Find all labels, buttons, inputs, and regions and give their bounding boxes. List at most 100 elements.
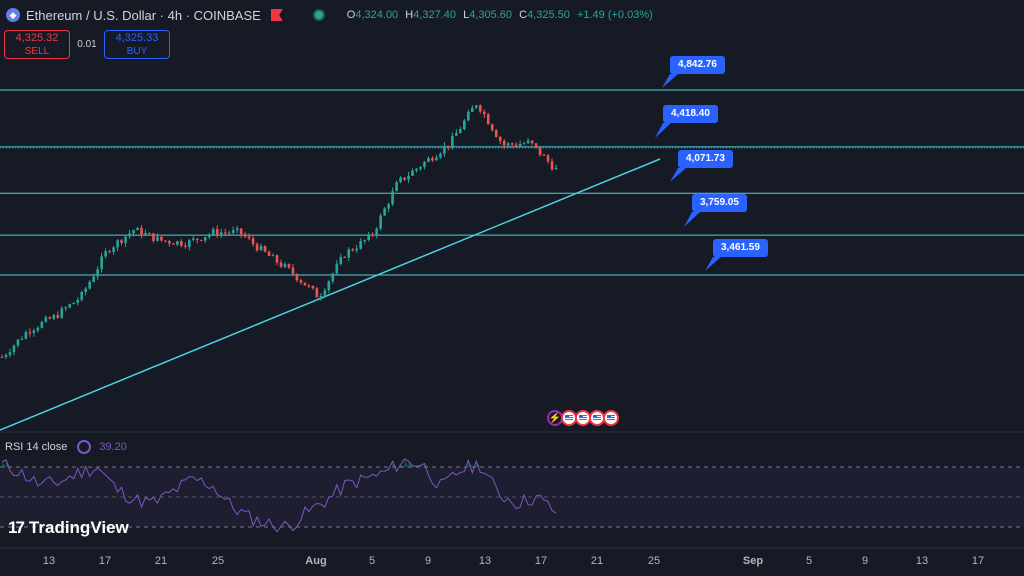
candle-body <box>48 317 52 319</box>
candle-body <box>192 238 195 241</box>
sell-button[interactable]: 4,325.32 SELL <box>4 30 70 59</box>
candle-body <box>522 143 526 145</box>
candle-body <box>371 234 374 236</box>
time-axis-label: Sep <box>742 555 764 567</box>
candle-body <box>20 338 24 340</box>
candle-body <box>211 229 215 235</box>
us-flag-icon[interactable] <box>603 410 619 426</box>
sell-price: 4,325.32 <box>15 31 59 44</box>
ethereum-icon[interactable]: ◆ <box>6 8 20 22</box>
tradingview-logo[interactable]: 17 TradingView <box>8 518 129 538</box>
level-callout-4[interactable]: 3,759.05 <box>692 194 747 212</box>
time-axis-label: 21 <box>154 555 168 567</box>
candle-body <box>435 157 438 161</box>
candle-body <box>482 111 486 115</box>
candle-body <box>315 288 319 298</box>
candle-body <box>295 273 299 281</box>
time-axis-label: 13 <box>42 555 56 567</box>
symbol-title[interactable]: Ethereum / U.S. Dollar · 4h · COINBASE <box>26 7 261 23</box>
candle-body <box>243 234 247 237</box>
candle-body <box>199 239 203 241</box>
candle-body <box>331 273 335 282</box>
time-axis-label: 17 <box>971 555 985 567</box>
candle-body <box>363 240 366 242</box>
horizontal-levels[interactable] <box>0 89 1024 276</box>
market-status-icon[interactable] <box>312 9 325 21</box>
time-axis-label: 5 <box>805 555 813 567</box>
spread-value: 0.01 <box>77 39 97 50</box>
time-axis-label: 9 <box>424 555 432 567</box>
time-axis-label: 9 <box>861 555 869 567</box>
candle-body <box>180 241 183 246</box>
level-callout-1[interactable]: 4,842.76 <box>670 56 725 74</box>
candle-body <box>136 227 139 231</box>
candle-body <box>550 161 554 170</box>
candle-body <box>203 237 207 241</box>
candle-body <box>263 245 267 252</box>
rsi-legend[interactable]: RSI 14 close 39.20 <box>5 440 127 454</box>
candle-body <box>530 140 534 144</box>
ohlc-readout: O4,324.00 H4,327.40 L4,305.60 C4,325.50 … <box>346 9 653 21</box>
candle-body <box>124 236 127 244</box>
candle-body <box>96 269 99 277</box>
time-axis[interactable]: 13 17 21 25 Aug 5 9 13 17 21 25 Sep 5 9 13 17 <box>0 552 1024 572</box>
candle-body <box>291 267 295 274</box>
candle-body <box>510 143 514 145</box>
candle-body <box>128 233 131 237</box>
time-axis-label: 13 <box>915 555 929 567</box>
candle-body <box>56 315 60 318</box>
candle-body <box>351 249 355 251</box>
economic-events[interactable]: ⚡ <box>547 410 619 426</box>
candle-body <box>391 191 394 205</box>
candle-body <box>219 232 223 236</box>
high-value: 4,327.40 <box>413 9 457 21</box>
rsi-value: 39.20 <box>99 441 127 453</box>
low-value: 4,305.60 <box>469 9 513 21</box>
candle-body <box>471 107 474 112</box>
trendline[interactable] <box>0 158 661 431</box>
candle-body <box>188 240 191 247</box>
candle-body <box>168 241 171 244</box>
candle-body <box>359 241 363 249</box>
time-axis-label: 17 <box>534 555 548 567</box>
candle-body <box>411 170 414 176</box>
candle-body <box>383 208 386 216</box>
candle-body <box>419 166 422 169</box>
buy-price: 4,325.33 <box>115 31 159 44</box>
buy-button[interactable]: 4,325.33 BUY <box>104 30 170 59</box>
candle-body <box>474 105 478 108</box>
level-callout-3[interactable]: 4,071.73 <box>678 150 733 168</box>
candle-body <box>259 245 263 251</box>
candle-body <box>423 161 426 167</box>
candle-body <box>255 243 259 251</box>
candle-body <box>195 238 199 240</box>
candle-body <box>148 233 151 235</box>
open-value: 4,324.00 <box>355 9 399 21</box>
level-callout-5[interactable]: 3,461.59 <box>713 239 768 257</box>
candle-body <box>223 232 227 234</box>
candle-body <box>235 228 239 231</box>
level-callout-2[interactable]: 4,418.40 <box>663 105 718 123</box>
time-axis-label: 17 <box>98 555 112 567</box>
loading-icon <box>77 440 92 454</box>
candle-body <box>379 215 382 229</box>
candle-body <box>486 114 490 125</box>
candle-body <box>542 154 546 156</box>
candle-body <box>478 105 482 112</box>
candle-body <box>8 352 12 355</box>
flag-icon[interactable] <box>270 9 283 21</box>
rsi-line <box>1 458 557 533</box>
candle-body <box>287 264 291 268</box>
candle-body <box>64 307 68 309</box>
candle-body <box>32 330 36 333</box>
rsi-overbought-fill <box>2 458 481 467</box>
time-axis-label: 25 <box>211 555 225 567</box>
candle-body <box>104 251 107 257</box>
candle-body <box>355 248 359 251</box>
candle-body <box>339 256 343 264</box>
candle-body <box>92 276 95 282</box>
candle-body <box>494 130 498 137</box>
candle-body <box>24 332 28 339</box>
callout-pointers <box>655 74 721 271</box>
